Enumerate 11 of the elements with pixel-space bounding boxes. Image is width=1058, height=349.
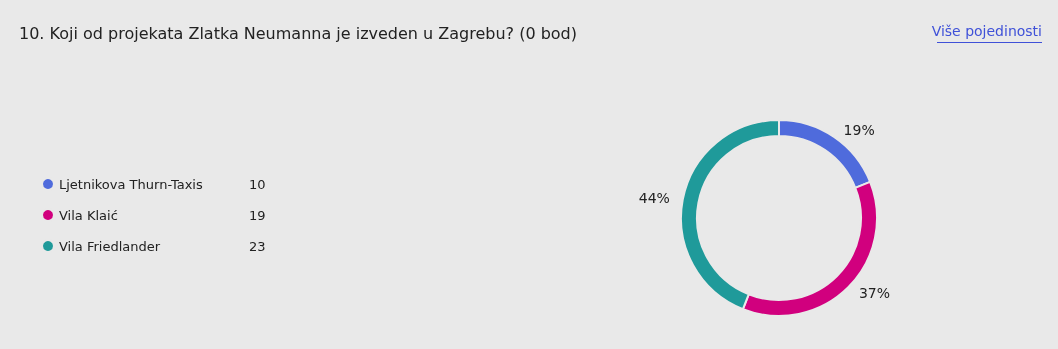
text: 10 <box>249 176 266 192</box>
text: Više pojedinosti <box>931 23 1042 39</box>
legend-label: Vila Friedlander <box>59 238 161 254</box>
text: 19 <box>249 207 266 223</box>
data-label: 44% <box>638 190 670 207</box>
chart-title: 10. Koji od projekata Zlatka Neumanna je izveden u Zagrebu? (0 bod) <box>19 23 578 43</box>
legend-label: Vila Klaić <box>59 207 118 223</box>
legend-label: Ljetnikova Thurn-Taxis <box>59 176 203 192</box>
data-label: 37% <box>858 284 891 301</box>
data-label: 19% <box>843 122 875 139</box>
text: 23 <box>249 238 266 254</box>
